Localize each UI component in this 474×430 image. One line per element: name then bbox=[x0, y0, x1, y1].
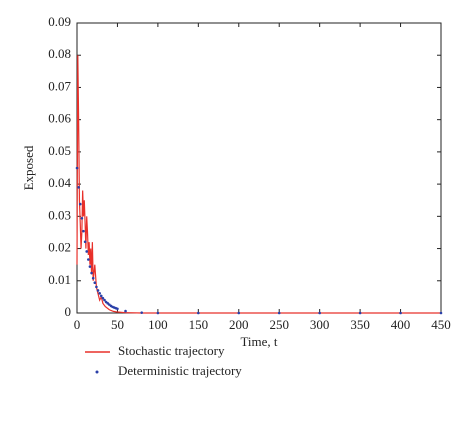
deterministic-dot bbox=[90, 271, 93, 275]
plot-frame bbox=[76, 22, 442, 314]
deterministic-dot bbox=[85, 250, 89, 253]
y-tick-label: 0.07 bbox=[48, 78, 71, 93]
deterministic-dot bbox=[91, 276, 95, 280]
legend-label: Stochastic trajectory bbox=[118, 343, 225, 358]
deterministic-dot bbox=[156, 311, 160, 315]
x-tick-label: 250 bbox=[269, 317, 289, 332]
x-tick-label: 450 bbox=[431, 317, 451, 332]
deterministic-dot bbox=[87, 258, 90, 261]
deterministic-dot bbox=[96, 289, 100, 292]
y-tick-label: 0 bbox=[65, 304, 72, 319]
x-tick-label: 400 bbox=[391, 317, 411, 332]
deterministic-dot bbox=[75, 166, 79, 170]
deterministic-dot bbox=[140, 311, 144, 314]
deterministic-dot bbox=[197, 311, 200, 315]
x-axis-label: Time, t bbox=[240, 334, 277, 349]
deterministic-dot bbox=[98, 292, 101, 295]
y-axis-label: Exposed bbox=[21, 145, 36, 190]
y-tick-label: 0.08 bbox=[48, 46, 71, 61]
deterministic-dot bbox=[77, 186, 80, 189]
deterministic-dot bbox=[78, 202, 82, 206]
deterministic-dot bbox=[95, 285, 98, 289]
deterministic-dot bbox=[88, 265, 92, 268]
deterministic-dot bbox=[277, 311, 281, 315]
stochastic-line bbox=[76, 55, 441, 314]
x-tick-label: 100 bbox=[148, 317, 168, 332]
deterministic-dot bbox=[318, 311, 321, 315]
x-tick-label: 350 bbox=[350, 317, 370, 332]
deterministic-dot bbox=[93, 281, 97, 285]
y-tick-label: 0.06 bbox=[48, 111, 71, 126]
deterministic-dot bbox=[82, 229, 85, 233]
y-tick-label: 0.04 bbox=[48, 175, 71, 190]
x-tick-label: 300 bbox=[310, 317, 330, 332]
deterministic-dot bbox=[439, 311, 443, 315]
deterministic-dot bbox=[80, 216, 84, 220]
deterministic-dot bbox=[116, 307, 119, 311]
deterministic-dot bbox=[83, 240, 87, 244]
x-tick-label: 50 bbox=[111, 317, 124, 332]
deterministic-dot bbox=[237, 311, 241, 315]
x-tick-label: 0 bbox=[74, 317, 81, 332]
legend-dot bbox=[95, 370, 99, 374]
deterministic-dot bbox=[99, 294, 103, 298]
deterministic-dot bbox=[399, 311, 402, 315]
legend-label: Deterministic trajectory bbox=[118, 363, 242, 378]
y-tick-label: 0.01 bbox=[48, 272, 71, 287]
y-tick-label: 0.05 bbox=[48, 143, 71, 158]
deterministic-dot bbox=[358, 311, 362, 315]
x-tick-label: 200 bbox=[229, 317, 249, 332]
y-tick-label: 0.03 bbox=[48, 207, 71, 222]
deterministic-dot bbox=[101, 296, 105, 300]
y-tick-label: 0.09 bbox=[48, 14, 71, 29]
deterministic-dot bbox=[124, 309, 127, 313]
x-tick-label: 150 bbox=[189, 317, 209, 332]
deterministic-dot bbox=[103, 298, 106, 302]
y-tick-label: 0.02 bbox=[48, 240, 71, 255]
